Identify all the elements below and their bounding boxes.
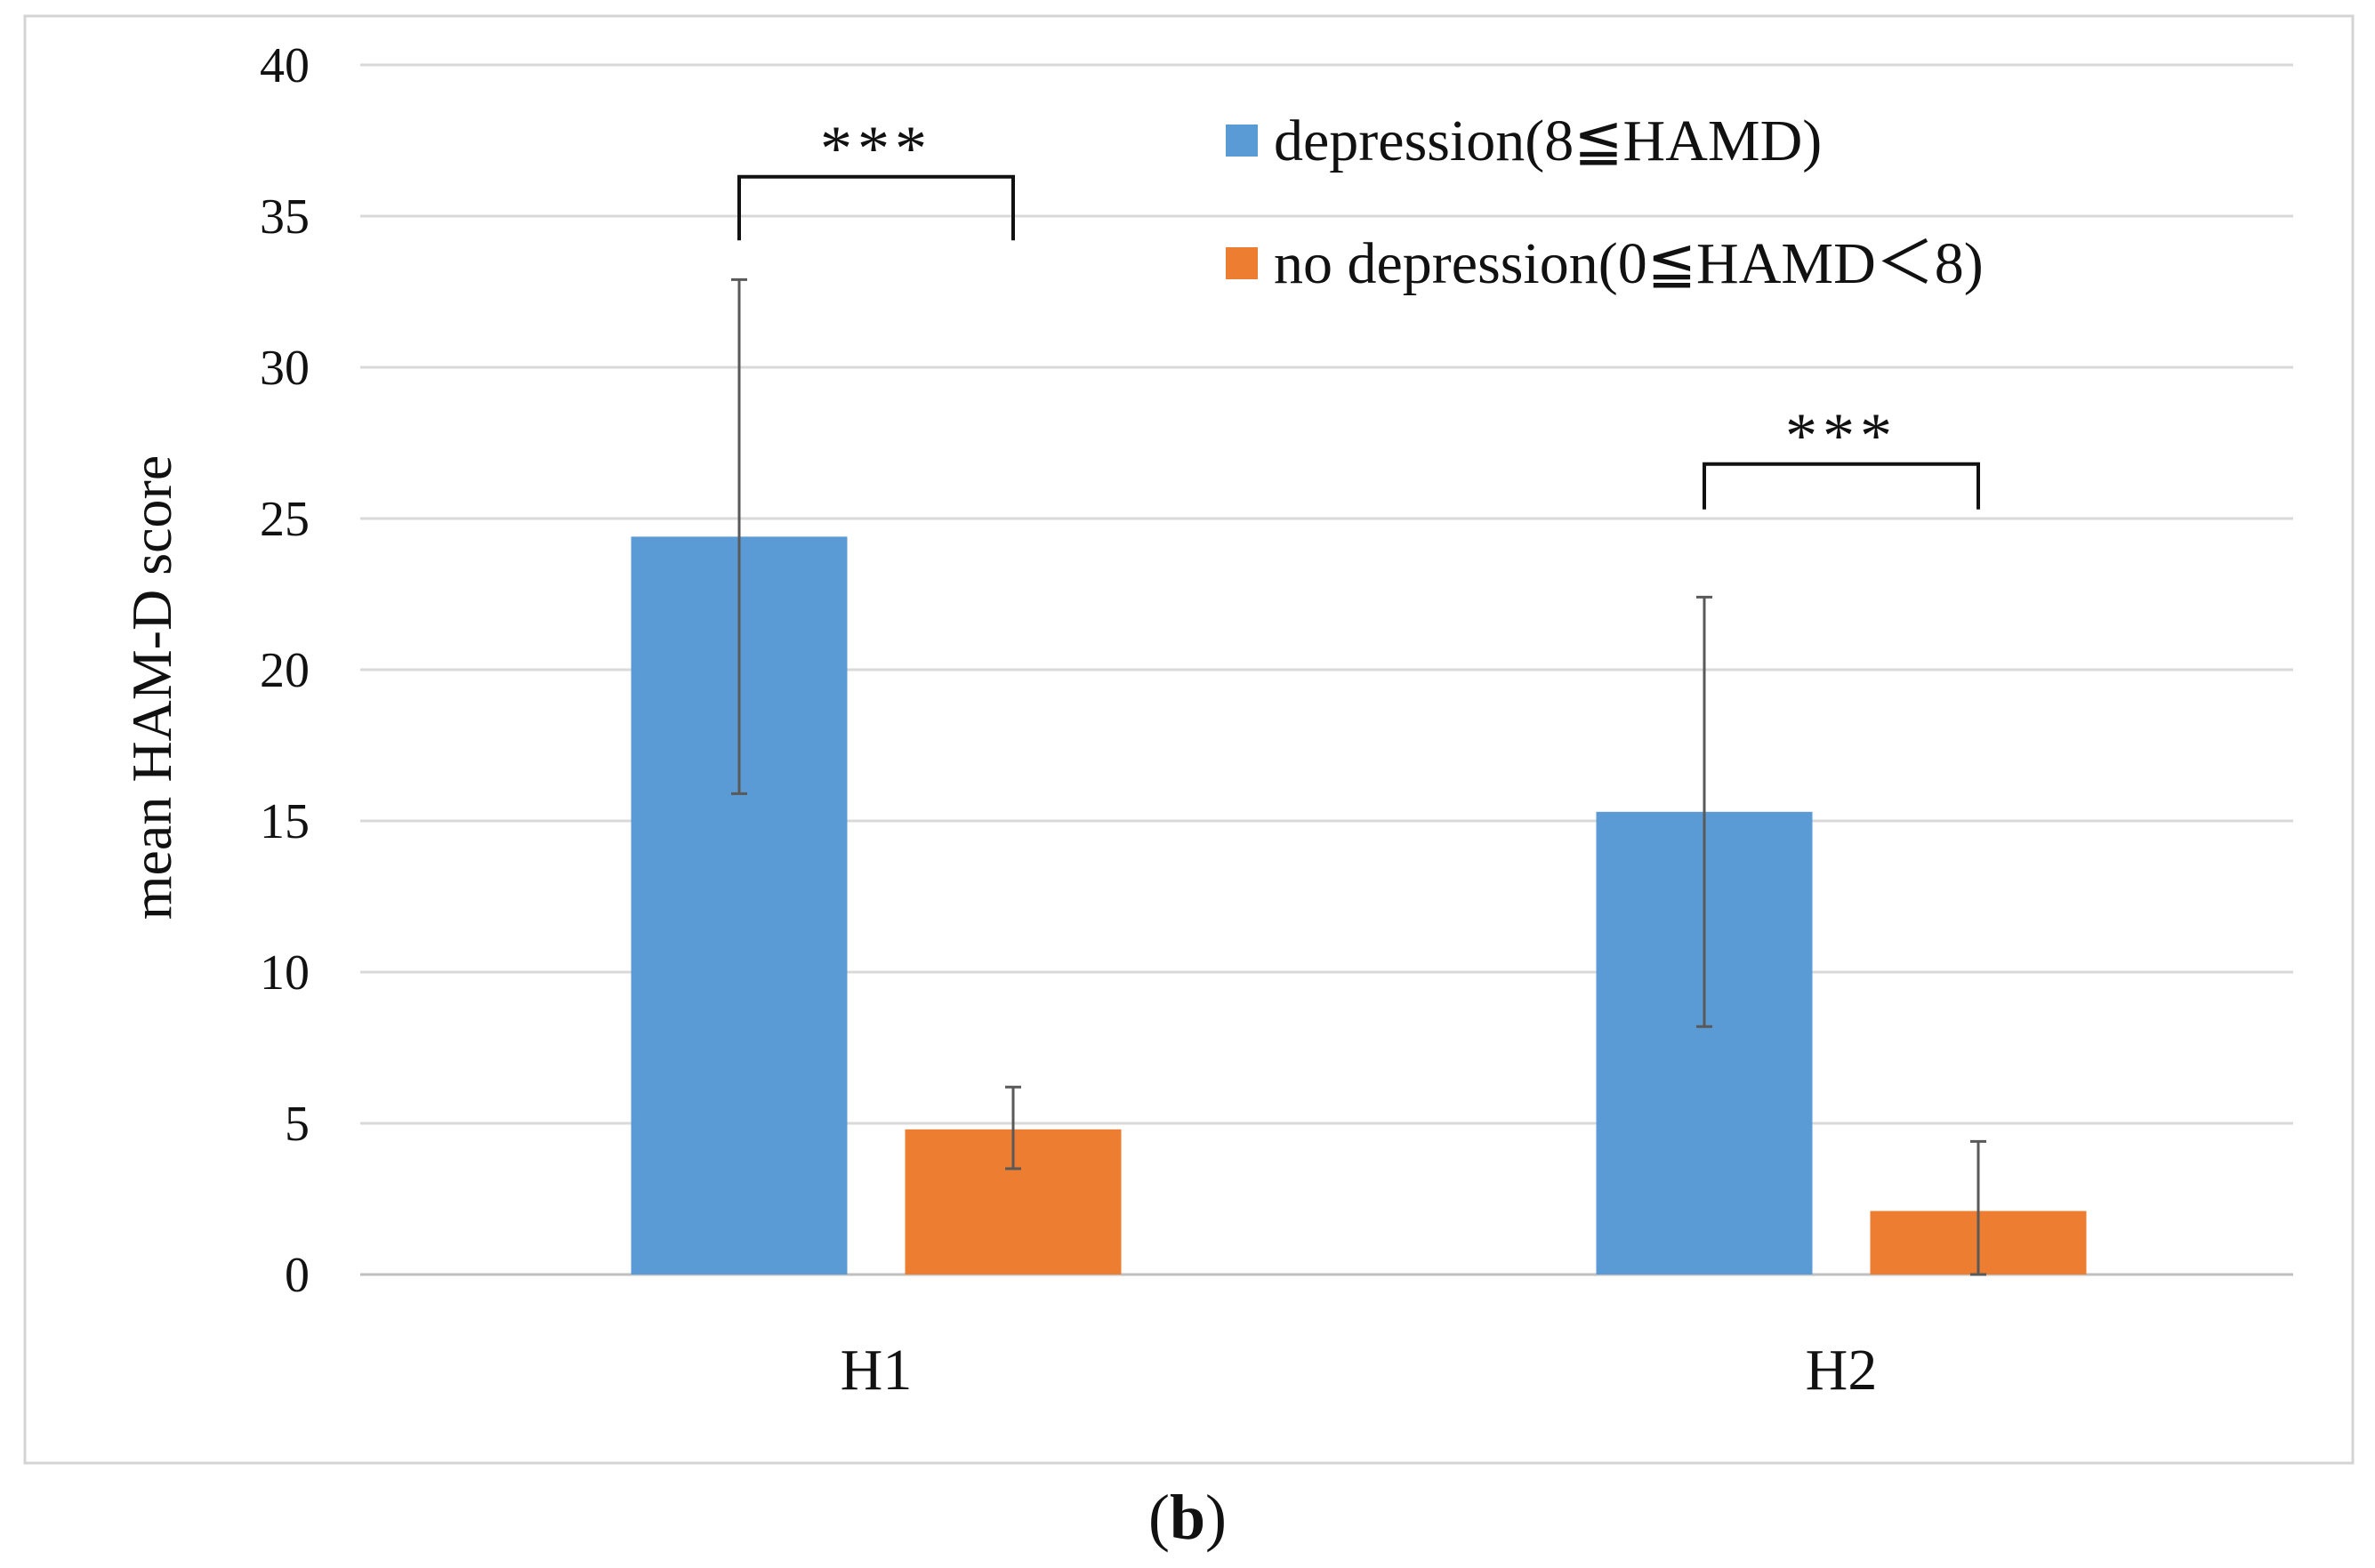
legend-swatch-series-2	[1226, 247, 1258, 279]
panel-label: (b)	[1148, 1482, 1227, 1553]
x-category-label-h2: H2	[1806, 1338, 1878, 1403]
significance-annotations: *** ***	[737, 113, 1980, 510]
y-axis-ticks: 0 5 10 15 20 25 30 35 40	[260, 38, 310, 1303]
x-axis-categories: H1 H2	[841, 1338, 1878, 1403]
y-tick-label: 5	[285, 1097, 310, 1152]
panel-label-close: )	[1205, 1482, 1227, 1553]
y-tick-label: 0	[285, 1248, 310, 1303]
legend-swatch-series-1	[1226, 125, 1258, 157]
significance-label-h1: ***	[820, 113, 932, 184]
significance-label-h2: ***	[1785, 400, 1897, 471]
legend: depression(8≦HAMD) no depression(0≦HAMD＜8…	[1226, 109, 1984, 296]
y-tick-label: 15	[260, 794, 310, 849]
y-tick-label: 40	[260, 38, 310, 93]
y-tick-label: 10	[260, 945, 310, 1001]
legend-label-series-2: no depression(0≦HAMD＜8)	[1274, 231, 1984, 296]
legend-label-series-1: depression(8≦HAMD)	[1274, 109, 1822, 173]
y-tick-label: 35	[260, 189, 310, 245]
error-bars	[731, 277, 1986, 1276]
y-tick-label: 25	[260, 492, 310, 547]
panel-label-letter: b	[1170, 1482, 1205, 1553]
significance-bracket-h1	[737, 174, 1015, 241]
y-tick-label: 20	[260, 643, 310, 698]
x-category-label-h1: H1	[841, 1338, 913, 1403]
panel-label-open: (	[1148, 1482, 1170, 1553]
y-tick-label: 30	[260, 341, 310, 396]
y-axis-title: mean HAM-D score	[120, 455, 183, 921]
significance-bracket-h2	[1703, 462, 1980, 510]
